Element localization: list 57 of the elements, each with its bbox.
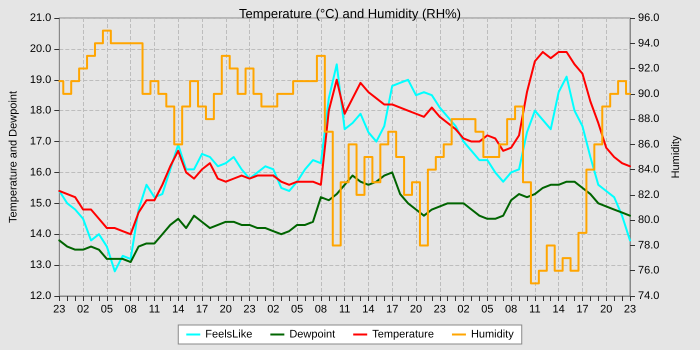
y-tick-label: 13.0 xyxy=(30,259,52,272)
legend-label: FeelsLike xyxy=(205,328,252,340)
y-tick-label: 15.0 xyxy=(30,197,52,210)
x-tick-label: 23 xyxy=(243,304,256,316)
x-tick-label: 08 xyxy=(124,304,137,316)
x-tick-label: 08 xyxy=(314,304,327,316)
y2-tick-label: 96.0 xyxy=(638,12,660,24)
x-tick-label: 11 xyxy=(529,304,541,316)
y2-tick-label: 86.0 xyxy=(638,138,660,150)
y-tick-label: 17.0 xyxy=(30,136,52,148)
legend-label: Dewpoint xyxy=(289,328,336,340)
y2-tick-label: 76.0 xyxy=(638,264,660,277)
chart-title: Temperature (°C) and Humidity (RH%) xyxy=(239,6,461,21)
line-series xyxy=(58,50,631,236)
y2-tick-label: 92.0 xyxy=(638,62,660,75)
y-tick-label: 12.0 xyxy=(30,290,52,302)
y2-tick-label: 74.0 xyxy=(638,290,660,302)
x-tick-label: 23 xyxy=(434,304,446,316)
y2-tick-label: 78.0 xyxy=(638,239,660,252)
x-tick-label: 23 xyxy=(624,304,636,316)
x-tick-label: 14 xyxy=(552,304,565,316)
x-tick-label: 05 xyxy=(481,304,494,316)
y-tick-label: 14.0 xyxy=(30,228,52,240)
x-tick-label: 02 xyxy=(457,304,470,316)
y2-tick-label: 94.0 xyxy=(638,37,660,50)
legend-label: Humidity xyxy=(470,328,514,340)
x-tick-label: 05 xyxy=(100,304,113,316)
x-tick-label: 20 xyxy=(410,304,422,316)
x-tick-label: 17 xyxy=(386,304,398,316)
y-tick-label: 18.0 xyxy=(30,104,52,117)
y-tick-label: 21.0 xyxy=(30,12,52,24)
y2-tick-label: 84.0 xyxy=(638,164,660,176)
y-tick-label: 20.0 xyxy=(30,42,52,55)
x-tick-label: 02 xyxy=(76,304,90,316)
x-tick-label: 20 xyxy=(600,304,612,316)
x-tick-label: 14 xyxy=(362,304,375,316)
x-tick-label: 20 xyxy=(220,304,232,316)
x-tick-label: 17 xyxy=(576,304,589,316)
x-tick-label: 05 xyxy=(290,304,304,316)
x-tick-label: 08 xyxy=(504,304,518,316)
x-tick-label: 11 xyxy=(148,304,160,316)
y-tick-label: 16.0 xyxy=(30,166,52,178)
x-tick-label: 14 xyxy=(172,304,184,316)
y2-tick-label: 90.0 xyxy=(638,88,660,100)
line-series xyxy=(58,63,631,272)
y2-tick-label: 80.0 xyxy=(638,214,660,226)
y-tick-label: 19.0 xyxy=(30,74,52,86)
legend-label: Temperature xyxy=(372,328,434,340)
x-tick-label: 11 xyxy=(338,304,350,316)
y2-tick-label: 88.0 xyxy=(638,113,660,126)
y2-tick-label: 82.0 xyxy=(638,188,660,201)
x-tick-label: 23 xyxy=(53,304,66,316)
x-tick-label: 17 xyxy=(196,304,208,316)
x-tick-label: 02 xyxy=(267,304,280,316)
line-series xyxy=(58,171,631,264)
y2-axis-title: Humidity xyxy=(670,135,682,178)
y-axis-title: Temperature and Dewpoint xyxy=(8,90,20,224)
